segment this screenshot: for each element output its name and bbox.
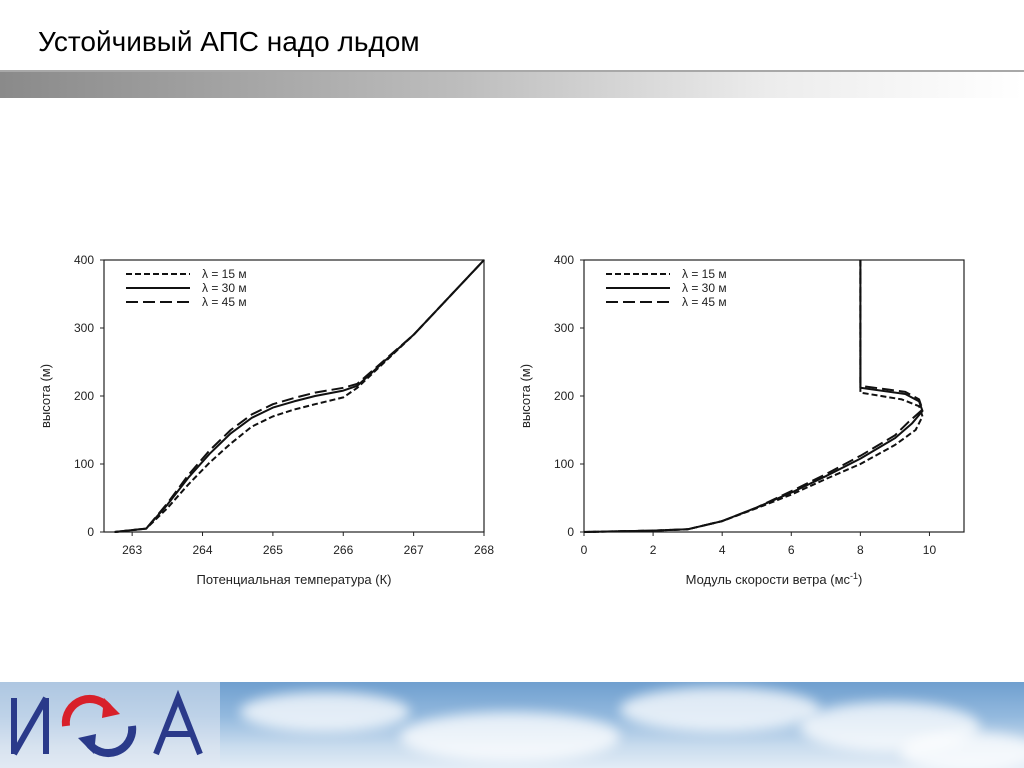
series-line-3 — [583, 260, 924, 533]
series-line-3 — [114, 259, 485, 533]
x-axis-label: Модуль скорости ветра (мс-1) — [686, 571, 863, 587]
y-axis-label: высота (м) — [518, 364, 533, 428]
x-tick-label: 10 — [923, 543, 937, 557]
cloud-shape — [400, 712, 620, 762]
legend-label: λ = 15 м — [682, 267, 727, 281]
cloud-shape — [240, 692, 410, 732]
footer-sky-banner — [0, 682, 1024, 768]
legend-label: λ = 30 м — [682, 281, 727, 295]
cloud-shape — [900, 732, 1024, 768]
header-gradient-bar — [0, 72, 1024, 98]
y-tick-label: 300 — [74, 321, 94, 335]
cloud-shape — [620, 687, 820, 732]
legend-label: λ = 30 м — [202, 281, 247, 295]
legend-label: λ = 45 м — [682, 295, 727, 309]
y-tick-label: 100 — [74, 457, 94, 471]
x-tick-label: 4 — [719, 543, 726, 557]
series-line-1 — [114, 259, 485, 533]
y-tick-label: 400 — [554, 253, 574, 267]
slide-title: Устойчивый АПС надо льдом — [38, 26, 420, 57]
x-tick-label: 265 — [263, 543, 283, 557]
y-tick-label: 0 — [567, 525, 574, 539]
organization-logo — [11, 689, 203, 758]
x-tick-label: 264 — [193, 543, 213, 557]
legend-label: λ = 45 м — [202, 295, 247, 309]
y-tick-label: 400 — [74, 253, 94, 267]
y-tick-label: 100 — [554, 457, 574, 471]
x-tick-label: 267 — [404, 543, 424, 557]
y-tick-label: 300 — [554, 321, 574, 335]
y-axis-label: высота (м) — [38, 364, 53, 428]
header-divider — [0, 70, 1024, 72]
wind-speed-chart: 0 100 200 300 400 0 2 4 6 8 10 Модуль скорости ветр… — [518, 253, 965, 587]
x-tick-label: 266 — [333, 543, 353, 557]
y-tick-label: 0 — [87, 525, 94, 539]
x-tick-label: 8 — [857, 543, 864, 557]
x-tick-label: 6 — [788, 543, 795, 557]
legend-label: λ = 15 м — [202, 267, 247, 281]
x-tick-label: 263 — [122, 543, 142, 557]
potential-temperature-chart: 0 100 200 300 400 263 264 265 266 267 268 Потенциал… — [38, 253, 494, 587]
x-tick-label: 2 — [650, 543, 657, 557]
y-tick-label: 200 — [74, 389, 94, 403]
x-tick-label: 268 — [474, 543, 494, 557]
y-tick-label: 200 — [554, 389, 574, 403]
x-tick-label: 0 — [581, 543, 588, 557]
x-axis-label: Потенциальная температура (К) — [196, 572, 391, 587]
series-line-1 — [583, 260, 924, 533]
series-line-2 — [583, 260, 924, 533]
plot-frame — [103, 259, 485, 533]
